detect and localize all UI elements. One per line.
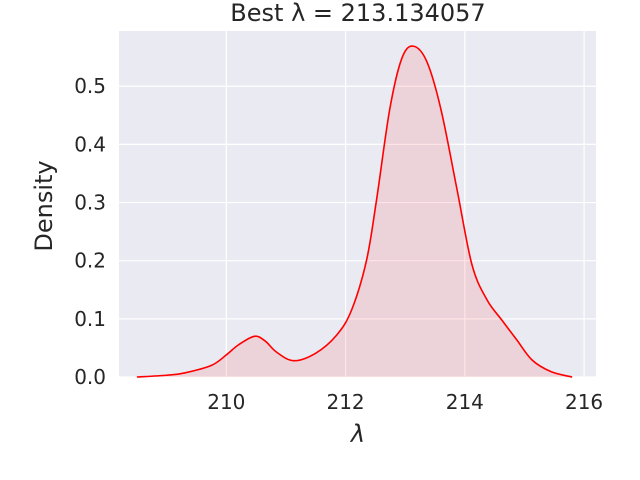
y-tick-label: 0.2	[74, 249, 106, 273]
y-tick-label: 0.4	[74, 132, 106, 156]
y-tick-label: 0.0	[74, 365, 106, 389]
x-tick-label: 216	[565, 390, 603, 414]
y-tick-label: 0.3	[74, 191, 106, 215]
y-tick-label: 0.5	[74, 74, 106, 98]
chart-title: Best λ = 213.134057	[230, 0, 485, 27]
x-axis-label: λ	[349, 420, 365, 448]
y-axis-label: Density	[30, 160, 58, 251]
density-area	[136, 46, 573, 378]
x-tick-label: 210	[207, 390, 245, 414]
y-tick-label: 0.1	[74, 307, 106, 331]
y-ticks: 0.0 0.1 0.2 0.3 0.4 0.5	[74, 74, 106, 389]
x-ticks: 210 212 214 216	[207, 390, 603, 414]
x-tick-label: 214	[446, 390, 484, 414]
grid	[119, 31, 596, 378]
x-tick-label: 212	[326, 390, 364, 414]
density-line	[136, 45, 573, 378]
